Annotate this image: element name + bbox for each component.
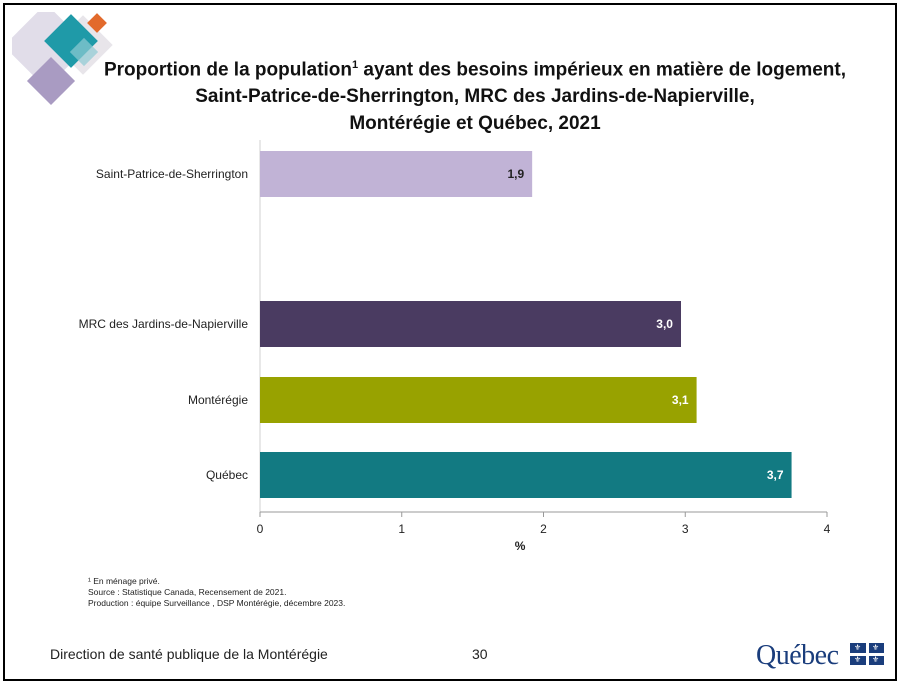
footnotes: ¹ En ménage privé. Source : Statistique … (88, 576, 345, 609)
value-label: 1,9 (507, 167, 524, 181)
value-label: 3,0 (656, 317, 673, 331)
x-axis-title: % (515, 539, 526, 553)
x-tick-label: 3 (682, 522, 689, 536)
bar (260, 377, 697, 423)
category-label: MRC des Jardins-de-Napierville (79, 317, 249, 331)
title-rest: ayant des besoins impérieux en matière d… (358, 59, 846, 81)
quebec-logo: Québec (756, 640, 839, 671)
fleurdelise-flag-icon: ⚜ ⚜ ⚜ ⚜ (850, 643, 884, 665)
title-line2: Saint-Patrice-de-Sherrington, MRC des Ja… (195, 86, 755, 108)
decorative-diamonds-icon (12, 12, 113, 106)
page-number: 30 (472, 646, 488, 662)
footnote-1: ¹ En ménage privé. (88, 576, 160, 586)
category-label: Québec (206, 468, 248, 482)
value-label: 3,7 (767, 468, 784, 482)
title-line3: Montérégie et Québec, 2021 (349, 113, 601, 135)
value-label: 3,1 (672, 393, 689, 407)
category-label: Saint-Patrice-de-Sherrington (96, 167, 248, 181)
x-tick-label: 2 (540, 522, 547, 536)
x-tick-label: 4 (824, 522, 831, 536)
slide-frame (3, 3, 897, 681)
footnote-source: Source : Statistique Canada, Recensement… (88, 587, 287, 597)
chart-title: Proportion de la population1 ayant des b… (90, 52, 860, 137)
category-label: Montérégie (188, 393, 248, 407)
x-tick-label: 1 (398, 522, 405, 536)
bar (260, 151, 533, 197)
x-tick-label: 0 (257, 522, 264, 536)
title-main: Proportion de la population (103, 59, 353, 81)
footnote-production: Production : équipe Surveillance , DSP M… (88, 598, 346, 608)
title-footnote-marker: 1 (352, 59, 359, 71)
bar (260, 301, 681, 347)
footer-organization: Direction de santé publique de la Montér… (50, 646, 328, 662)
bar (260, 452, 792, 498)
